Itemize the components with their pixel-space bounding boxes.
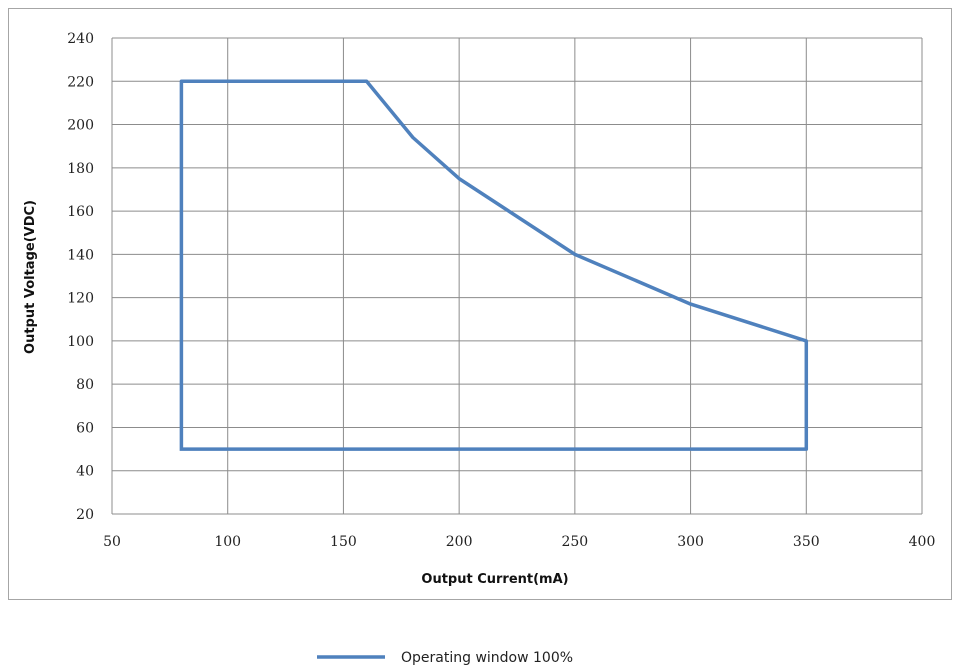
x-tick-label: 350 bbox=[793, 534, 820, 550]
y-tick-label: 120 bbox=[67, 291, 94, 307]
x-axis-ticks: 50 100 150 200 250 300 350 400 bbox=[103, 534, 935, 550]
chart-frame bbox=[8, 8, 952, 600]
grid bbox=[111, 37, 923, 515]
legend: Operating window 100% bbox=[317, 650, 573, 666]
x-tick-label: 50 bbox=[103, 534, 121, 550]
y-tick-label: 40 bbox=[76, 464, 94, 480]
x-tick-label: 200 bbox=[446, 534, 473, 550]
series-layer bbox=[179, 79, 809, 451]
x-tick-label: 250 bbox=[561, 534, 588, 550]
y-tick-label: 160 bbox=[67, 204, 94, 220]
y-tick-label: 60 bbox=[76, 420, 94, 436]
y-tick-label: 140 bbox=[67, 247, 94, 263]
series-line-operating-window bbox=[179, 79, 809, 451]
y-tick-label: 220 bbox=[67, 74, 94, 90]
x-tick-label: 150 bbox=[330, 534, 357, 550]
y-tick-label: 180 bbox=[67, 161, 94, 177]
y-tick-label: 240 bbox=[67, 31, 94, 47]
x-tick-label: 400 bbox=[909, 534, 936, 550]
y-tick-label: 80 bbox=[76, 377, 94, 393]
legend-label: Operating window 100% bbox=[401, 650, 573, 666]
x-tick-label: 300 bbox=[677, 534, 704, 550]
y-tick-label: 100 bbox=[67, 334, 94, 350]
y-axis-ticks: 20 40 60 80 100 120 140 160 180 200 220 240 bbox=[67, 31, 94, 523]
y-tick-label: 20 bbox=[76, 507, 94, 523]
y-tick-label: 200 bbox=[67, 118, 94, 134]
x-tick-label: 100 bbox=[214, 534, 241, 550]
y-axis-title: Output Voltage(VDC) bbox=[23, 200, 38, 354]
x-axis-title: Output Current(mA) bbox=[421, 572, 568, 587]
